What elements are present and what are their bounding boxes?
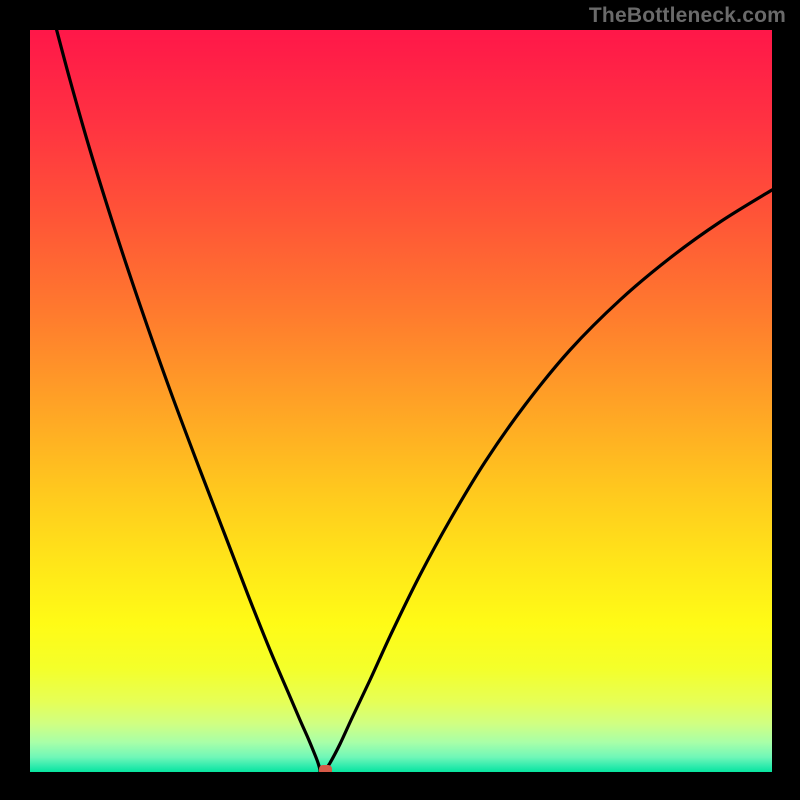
root: TheBottleneck.com xyxy=(0,0,800,800)
watermark-text: TheBottleneck.com xyxy=(589,4,786,28)
plot-area xyxy=(30,30,772,772)
gradient-background xyxy=(30,30,772,772)
plot-svg xyxy=(30,30,772,772)
bottleneck-marker xyxy=(319,765,332,772)
